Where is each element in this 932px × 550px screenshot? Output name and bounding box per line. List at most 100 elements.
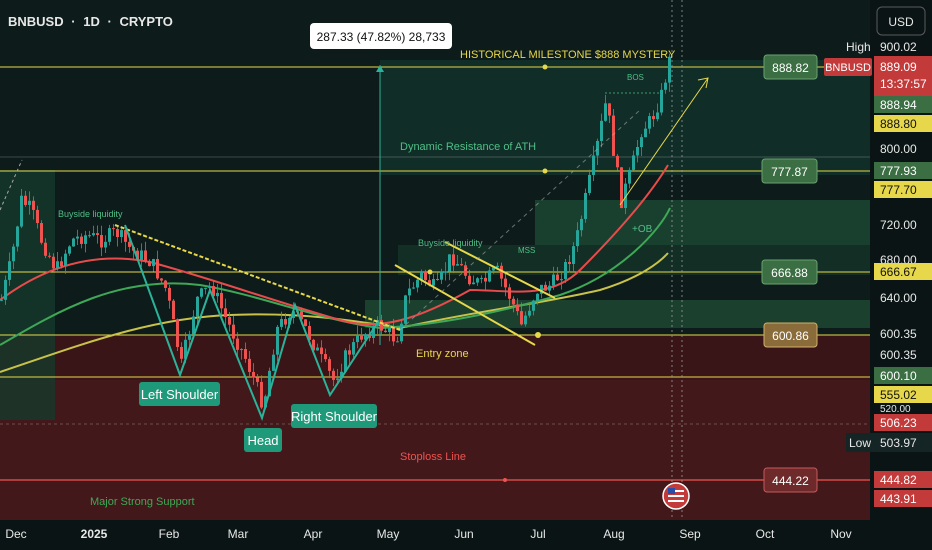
candle-body — [76, 236, 79, 239]
candle-body — [528, 310, 531, 316]
candle-body — [532, 300, 535, 311]
candle-body — [468, 275, 471, 285]
anchor-666 — [427, 269, 433, 275]
tag-444-text: 444.22 — [772, 474, 809, 488]
candle-body — [444, 271, 447, 273]
candle-body — [128, 241, 131, 247]
candle-body — [112, 228, 115, 230]
tag-66667 — [874, 263, 932, 280]
high-value: 900.02 — [880, 40, 917, 54]
candle-body — [44, 242, 47, 256]
low-label: Low — [849, 436, 871, 450]
candle-body — [216, 292, 219, 297]
left-shoulder-box — [139, 382, 220, 406]
candle-body — [600, 120, 603, 141]
candle-body — [380, 320, 383, 331]
candle-body — [276, 326, 279, 355]
tag-50623 — [874, 414, 932, 431]
time-axis[interactable] — [0, 520, 932, 550]
candle-body — [392, 328, 395, 342]
candle-body — [204, 287, 207, 289]
candle-body — [36, 209, 39, 224]
candle-body — [552, 274, 555, 286]
dynamic-annotation: Dynamic Resistance of ATH — [400, 141, 536, 153]
currency-button[interactable] — [876, 6, 926, 36]
candle-body — [524, 315, 527, 325]
tag-44482 — [874, 471, 932, 488]
head-label: Head — [247, 433, 278, 448]
candle-body — [544, 284, 547, 291]
candle-body — [624, 183, 627, 208]
candle-body — [516, 304, 519, 312]
right-shoulder-box — [291, 404, 377, 428]
currency-button-label: USD — [888, 15, 914, 29]
symbol-title: BNBUSD · 1D · CRYPTO — [8, 14, 173, 29]
candle-body — [436, 279, 439, 281]
candle-body — [140, 250, 143, 260]
candle-body — [48, 255, 51, 257]
candle-body — [596, 140, 599, 156]
candle-body — [428, 280, 431, 286]
tick-640: 640.00 — [880, 291, 917, 305]
tag-777[interactable] — [761, 158, 818, 184]
time-axis-labels: Dec 2025 Feb Mar Apr May Jun Jul Aug Sep Oct Nov — [5, 527, 851, 541]
time-label-2025: 2025 — [81, 527, 108, 541]
candle-body — [432, 279, 435, 286]
tag-666[interactable] — [761, 259, 818, 285]
low-value: 503.97 — [880, 436, 917, 450]
candle-body — [332, 370, 335, 380]
candle-body — [84, 235, 87, 244]
price-77770: 777.70 — [880, 183, 917, 197]
candle-body — [568, 261, 571, 264]
candle-body — [556, 274, 559, 281]
anchor-444 — [503, 478, 507, 482]
candle-body — [644, 128, 647, 138]
head-box — [244, 428, 282, 452]
candle-body — [228, 317, 231, 325]
candle-body — [664, 82, 667, 90]
tag-600-text: 600.86 — [772, 329, 809, 343]
candle-body — [264, 396, 267, 408]
price-88894: 888.94 — [880, 98, 917, 112]
candle-body — [16, 226, 19, 247]
last-price-tag — [874, 56, 932, 96]
candle-body — [104, 241, 107, 248]
candle-body — [448, 254, 451, 272]
buyside-annotation-2: Buyside liquidity — [418, 238, 483, 248]
head-shoulders-pattern — [124, 224, 379, 422]
candle-body — [636, 147, 639, 156]
candle-body — [52, 256, 55, 269]
candle-body — [340, 371, 343, 379]
candle-body — [608, 103, 611, 116]
candle-body — [472, 282, 475, 285]
candle-body — [168, 287, 171, 301]
candle-body — [4, 279, 7, 300]
candle-body — [584, 192, 587, 219]
candle-body — [188, 334, 191, 340]
candle-body — [328, 359, 331, 371]
candle-body — [404, 295, 407, 324]
candle-body — [592, 155, 595, 175]
tag-444[interactable] — [763, 467, 818, 493]
tag-888[interactable] — [763, 54, 818, 80]
candle-body — [240, 349, 243, 351]
candle-body — [456, 264, 459, 266]
channel-top — [444, 241, 556, 299]
candle-body — [588, 174, 591, 193]
tag-44391 — [874, 490, 932, 507]
tag-888-text: 888.82 — [772, 61, 809, 75]
tag-600[interactable] — [763, 322, 818, 348]
candle-body — [80, 236, 83, 244]
candle-body — [272, 354, 275, 371]
candle-body — [160, 278, 163, 281]
time-label-feb: Feb — [159, 527, 180, 541]
time-label-may: May — [377, 527, 400, 541]
candle-body — [604, 103, 607, 121]
candle-body — [348, 350, 351, 355]
price-60010: 600.10 — [880, 369, 917, 383]
candle-body — [564, 261, 567, 280]
historical-annotation: HISTORICAL MILESTONE $888 MYSTERY — [460, 49, 676, 61]
candle-body — [300, 311, 303, 320]
candle-body — [384, 330, 387, 333]
